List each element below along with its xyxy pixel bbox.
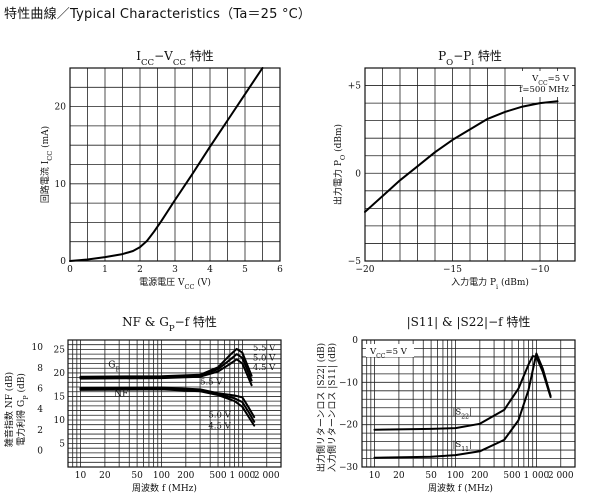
- plot-frame: [69, 67, 281, 262]
- y-axis-label-outer: 出力側リターンロス |S22| (dB): [315, 343, 327, 472]
- x-tick-label: 2 000: [254, 471, 280, 481]
- nf-curve: [79, 388, 256, 427]
- x-tick-label: 6: [277, 265, 283, 275]
- y-tick-label: −10: [339, 378, 358, 388]
- annotation-box: [366, 344, 414, 357]
- plot-frame: [67, 339, 282, 468]
- series-label: 5.5 V: [253, 343, 276, 353]
- y-axis-label-inner: 入力側リターンロス |S11| (dB): [326, 343, 338, 472]
- chart-title: ICC−VCC 特性: [136, 48, 214, 68]
- y-tick-label: 20: [55, 103, 67, 113]
- series-label: 4.5 V: [253, 363, 276, 373]
- x-tick-label: 100: [153, 471, 170, 481]
- x-tick-label: −20: [356, 265, 375, 275]
- x-tick-label: 500: [209, 471, 226, 481]
- x-tick-label: 50: [131, 471, 143, 481]
- y-axis-label-inner: 電力利得 GP (dB): [15, 373, 30, 446]
- y-axis-label: 出力電力 PO (dBm): [332, 124, 347, 205]
- x-tick-label: 1: [102, 265, 108, 275]
- series-label: 4.5 V: [208, 421, 231, 431]
- y-tick-label-nf: 10: [32, 343, 44, 353]
- chart-title: NF & GP−f 特性: [122, 314, 217, 334]
- x-tick-label: 4: [207, 265, 213, 275]
- s22-curve: [373, 355, 552, 431]
- annotation-box: [521, 71, 572, 97]
- plot-frame: [364, 67, 576, 262]
- y-tick-label: 0: [60, 257, 66, 267]
- x-tick-label: 10: [75, 471, 87, 481]
- y-tick-label: 0: [352, 336, 358, 346]
- series-label: 5.5 V: [200, 378, 223, 388]
- series-label: |S11|: [453, 440, 472, 453]
- y-tick-label: 15: [54, 392, 66, 402]
- chart-title: PO−Pi 特性: [438, 48, 502, 68]
- x-tick-label: −15: [443, 265, 462, 275]
- condition-note: f=500 MHz: [519, 85, 569, 95]
- series-label: 5.0 V: [253, 354, 276, 364]
- y-tick-label: −20: [339, 421, 358, 431]
- sheet-title: 特性曲線／Typical Characteristics（Ta＝25 °C）: [4, 7, 312, 22]
- y-tick-label: 10: [55, 180, 67, 190]
- condition-note: VCC=5 V: [369, 347, 408, 360]
- y-axis-label-outer: 雑音指数 NF (dB): [3, 372, 15, 447]
- x-axis-label: 入力電力 Pi (dBm): [451, 276, 529, 291]
- x-tick-label: 20: [393, 471, 405, 481]
- y-tick-label: 25: [54, 345, 66, 355]
- series-label: 5.0 V: [208, 411, 231, 421]
- x-axis-label: 電源電圧 VCC (V): [139, 277, 211, 291]
- x-tick-label: 200: [471, 471, 488, 481]
- chart-title: |S11| & |S22|−f 特性: [407, 314, 531, 329]
- x-tick-label: 20: [99, 471, 111, 481]
- y-tick-label: 0: [355, 169, 361, 179]
- x-tick-label: 500: [503, 471, 520, 481]
- gp-curve: [79, 358, 253, 387]
- x-axis-label: 周波数 f (MHz): [428, 482, 493, 494]
- x-tick-label: 5: [242, 265, 248, 275]
- y-tick-label: 5: [59, 439, 65, 449]
- y-tick-label-nf: 8: [37, 364, 43, 374]
- x-tick-label: 50: [425, 471, 437, 481]
- y-tick-label: −30: [339, 463, 358, 473]
- x-tick-label: 10: [369, 471, 381, 481]
- y-tick-label: −5: [348, 257, 362, 267]
- x-tick-label: −10: [531, 265, 550, 275]
- x-tick-label: 2 000: [548, 471, 574, 481]
- condition-note: VCC=5 V: [531, 74, 570, 87]
- y-tick-label-nf: 4: [37, 405, 43, 415]
- x-tick-label: 2: [137, 265, 143, 275]
- x-tick-label: 100: [447, 471, 464, 481]
- x-tick-label: 3: [172, 265, 178, 275]
- series-label: |S22|: [453, 408, 472, 421]
- y-tick-label: +5: [348, 82, 362, 92]
- y-tick-label: 10: [54, 416, 66, 426]
- x-tick-label: 1 000: [230, 471, 256, 481]
- x-tick-label: 0: [67, 265, 73, 275]
- plot-frame: [361, 339, 576, 468]
- po-curve: [364, 100, 559, 213]
- x-tick-label: 200: [177, 471, 194, 481]
- x-tick-label: 1 000: [524, 471, 550, 481]
- icc-curve: [69, 67, 264, 262]
- s11-curve: [373, 352, 552, 459]
- y-tick-label: 20: [54, 369, 66, 379]
- series-label: NF: [114, 389, 128, 399]
- series-label: GP: [108, 360, 120, 373]
- y-tick-label-nf: 0: [37, 447, 43, 457]
- y-tick-label-nf: 6: [37, 384, 43, 394]
- y-axis-label: 回路電流 ICC (mA): [39, 126, 54, 203]
- y-tick-label-nf: 2: [37, 426, 43, 436]
- x-axis-label: 周波数 f (MHz): [132, 482, 197, 494]
